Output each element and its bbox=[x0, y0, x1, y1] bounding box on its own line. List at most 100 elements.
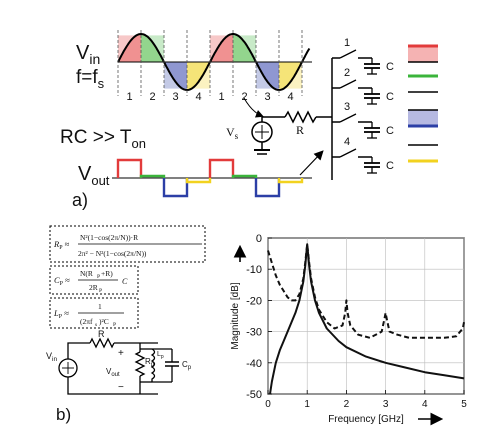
state-swatch-fill bbox=[408, 46, 438, 62]
vin-phase-fill bbox=[279, 62, 302, 90]
lp-inductor bbox=[150, 348, 156, 382]
frequency-label: f=fs bbox=[76, 67, 105, 91]
svg-text:P: P bbox=[113, 322, 116, 328]
state-swatch-fill bbox=[408, 110, 438, 126]
circuit-minus: − bbox=[118, 382, 124, 393]
switch-number: 2 bbox=[344, 67, 350, 79]
panel-b-label: b) bbox=[56, 405, 71, 424]
resistor-r bbox=[284, 110, 317, 124]
vin-phase-band bbox=[164, 62, 187, 89]
vout-step bbox=[139, 174, 166, 178]
series-solid-line bbox=[269, 243, 465, 395]
x-tick-label: 3 bbox=[383, 399, 389, 410]
phase-number: 1 bbox=[126, 91, 132, 103]
svg-text:2π² − N²(1−cos(2π/N)): 2π² − N²(1−cos(2π/N)) bbox=[78, 249, 147, 258]
rc-condition-label: RC >> Ton bbox=[60, 127, 146, 151]
y-tick-label: -10 bbox=[246, 264, 262, 276]
switch-blade bbox=[339, 49, 357, 59]
capacitor-label: C bbox=[386, 125, 394, 137]
vin-phase-fill bbox=[118, 34, 141, 62]
vin-phase-band bbox=[279, 62, 302, 89]
vin-phase-band bbox=[118, 35, 141, 62]
circuit-rp-label: Rp bbox=[145, 357, 155, 368]
x-tick-label: 1 bbox=[304, 399, 310, 410]
formula-cp-box: CP ≈ N(R P +R) 2R P C bbox=[49, 265, 139, 295]
switch-blade bbox=[339, 148, 357, 158]
vin-phase-band bbox=[141, 35, 164, 62]
switch-number: 3 bbox=[344, 101, 350, 113]
switch-bank: 1 C 2 C 3 C 4 C bbox=[331, 37, 438, 180]
panel-b: RP ≈ N²(1−cos(2π/N))·R 2π² − N²(1−cos(2π… bbox=[46, 225, 467, 426]
switch-number: 4 bbox=[344, 136, 350, 148]
vin-phase-fill bbox=[210, 34, 233, 62]
vout-step bbox=[277, 178, 304, 184]
rp-resistor bbox=[134, 351, 146, 377]
switch-blade bbox=[339, 79, 357, 89]
y-axis-title: Magnitude [dB] bbox=[230, 282, 241, 349]
vout-waveform bbox=[112, 158, 312, 198]
capacitor-label: C bbox=[386, 91, 394, 103]
capacitor-label: C bbox=[386, 160, 394, 172]
phase-number: 3 bbox=[264, 91, 270, 103]
svg-text:LP ≈: LP ≈ bbox=[53, 308, 69, 320]
svg-text:(2πf: (2πf bbox=[80, 317, 93, 326]
phase-number: 2 bbox=[149, 91, 155, 103]
switch-arrow bbox=[243, 97, 264, 118]
vout-label: Vout bbox=[78, 163, 110, 188]
svg-text:P: P bbox=[99, 288, 102, 294]
state-swatch-fill bbox=[408, 76, 438, 92]
svg-text:1: 1 bbox=[98, 302, 102, 311]
series-resistor bbox=[89, 337, 115, 349]
vin-phase-fill bbox=[233, 34, 256, 62]
svg-text:N(R: N(R bbox=[80, 269, 93, 278]
svg-text:+R): +R) bbox=[101, 269, 113, 278]
vin-sine-curve bbox=[117, 32, 311, 91]
vin-phase-fill bbox=[256, 62, 279, 90]
formula-lp-box: LP ≈ 1 (2πf s )²C P bbox=[49, 297, 139, 329]
y-tick-label: -30 bbox=[246, 327, 262, 339]
svg-text:s: s bbox=[95, 322, 97, 328]
y-tick-label: 0 bbox=[256, 233, 262, 245]
svg-text:2R: 2R bbox=[89, 283, 98, 292]
vin-phase-fill bbox=[141, 34, 164, 62]
panel-a: 1 2 3 4 1 2 3 4 Vin f=fs RC >> Ton Vout a) Vs R bbox=[60, 30, 438, 210]
vout-step bbox=[116, 158, 143, 178]
circuit-plus: + bbox=[118, 348, 124, 359]
x-tick-label: 2 bbox=[344, 399, 350, 410]
svg-text:N²(1−cos(2π/N))·R: N²(1−cos(2π/N))·R bbox=[80, 233, 138, 242]
magnitude-chart: 0 1 2 3 4 5 0 -10 -20 -30 -40 -50 Magnitude [dB] Fr… bbox=[230, 233, 467, 426]
vout-step bbox=[185, 178, 212, 184]
formula-rp-box: RP ≈ N²(1−cos(2π/N))·R 2π² − N²(1−cos(2π… bbox=[49, 225, 206, 263]
phase-number: 4 bbox=[287, 91, 293, 103]
vout-step bbox=[208, 158, 235, 178]
resistor-label: R bbox=[296, 123, 304, 137]
source-circuit: Vs R bbox=[226, 97, 332, 176]
vin-phase-fill bbox=[187, 62, 210, 90]
circuit-vout-label: Vout bbox=[106, 367, 120, 378]
output-arrow bbox=[299, 150, 324, 176]
vout-step bbox=[231, 174, 258, 178]
svg-text:P: P bbox=[97, 274, 100, 280]
vin-phase-band bbox=[233, 35, 256, 62]
y-tick-label: -20 bbox=[246, 295, 262, 307]
series-dashed-line bbox=[267, 243, 465, 339]
vin-waveform: 1 2 3 4 1 2 3 4 bbox=[117, 30, 312, 103]
vin-phase-band bbox=[187, 62, 210, 89]
capacitor-label: C bbox=[386, 61, 394, 73]
x-axis-title: Frequency [GHz] bbox=[328, 414, 404, 425]
phase-number: 3 bbox=[172, 91, 178, 103]
switch-number: 1 bbox=[344, 37, 350, 49]
chart-frame bbox=[267, 237, 465, 395]
x-tick-label: 5 bbox=[461, 399, 467, 410]
source-label: Vs bbox=[226, 125, 239, 141]
circuit-r-label: R bbox=[98, 329, 105, 339]
x-tick-label: 0 bbox=[265, 399, 271, 410]
state-swatch-fill bbox=[408, 145, 438, 161]
svg-text:RP ≈: RP ≈ bbox=[53, 239, 70, 251]
svg-text:C: C bbox=[122, 277, 128, 286]
circuit-vin-label: Vin bbox=[46, 351, 57, 363]
phase-number: 2 bbox=[241, 91, 247, 103]
svg-text:)²C: )²C bbox=[99, 317, 109, 326]
svg-text:CP ≈: CP ≈ bbox=[54, 275, 70, 287]
